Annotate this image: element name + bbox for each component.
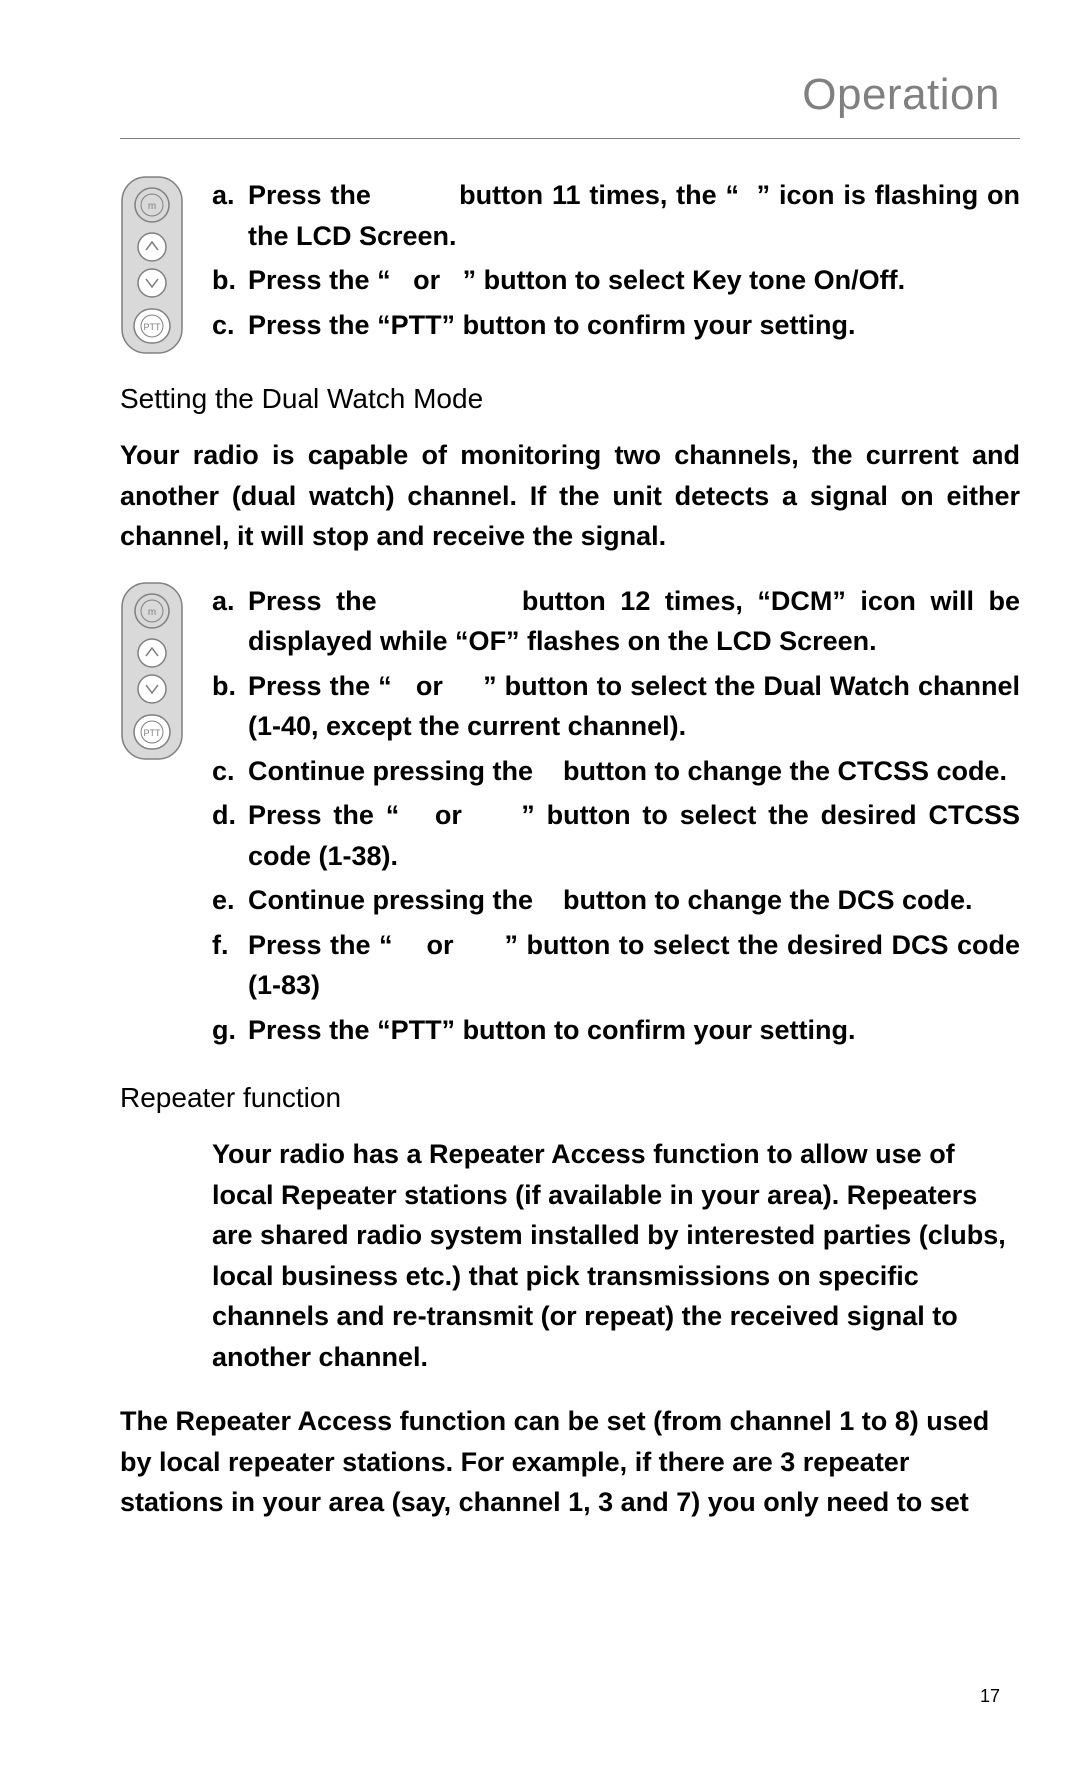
list-item: a.Press the button 12 times, “DCM” icon … — [212, 581, 1020, 662]
svg-text:m: m — [148, 201, 156, 212]
repeater-para1: Your radio has a Repeater Access functio… — [212, 1134, 1020, 1377]
dualwatch-intro: Your radio is capable of monitoring two … — [120, 435, 1020, 557]
svg-text:PTT: PTT — [144, 728, 162, 738]
list-item: b.Press the “ or ” button to select Key … — [212, 260, 1020, 301]
list-item: b.Press the “ or ” button to select the … — [212, 666, 1020, 747]
keytone-block: m PTT a.Press the button 11 times, the “… — [120, 175, 1020, 355]
svg-text:PTT: PTT — [144, 322, 162, 332]
page-header: Operation — [120, 70, 1020, 139]
list-item: d.Press the “ or ” button to select the … — [212, 795, 1020, 876]
list-item: f.Press the “ or ” button to select the … — [212, 925, 1020, 1006]
repeater-heading: Repeater function — [120, 1082, 1020, 1114]
svg-text:m: m — [148, 607, 156, 618]
list-item: a.Press the button 11 times, the “ ” ico… — [212, 175, 1020, 256]
list-item: c.Press the “PTT” button to confirm your… — [212, 305, 1020, 346]
page-content: Operation m PTT a.Press the button 11 ti… — [0, 0, 1080, 1587]
radio-front-icon: m PTT — [120, 581, 184, 761]
page-number: 17 — [980, 1686, 1000, 1707]
dualwatch-block: m PTT a.Press the button 12 times, “DCM”… — [120, 581, 1020, 1055]
list-item: c.Continue pressing the button to change… — [212, 751, 1020, 792]
repeater-para2: The Repeater Access function can be set … — [120, 1401, 1020, 1523]
list-item: e.Continue pressing the button to change… — [212, 880, 1020, 921]
dualwatch-heading: Setting the Dual Watch Mode — [120, 383, 1020, 415]
list-item: g.Press the “PTT” button to confirm your… — [212, 1010, 1020, 1051]
radio-front-icon: m PTT — [120, 175, 184, 355]
